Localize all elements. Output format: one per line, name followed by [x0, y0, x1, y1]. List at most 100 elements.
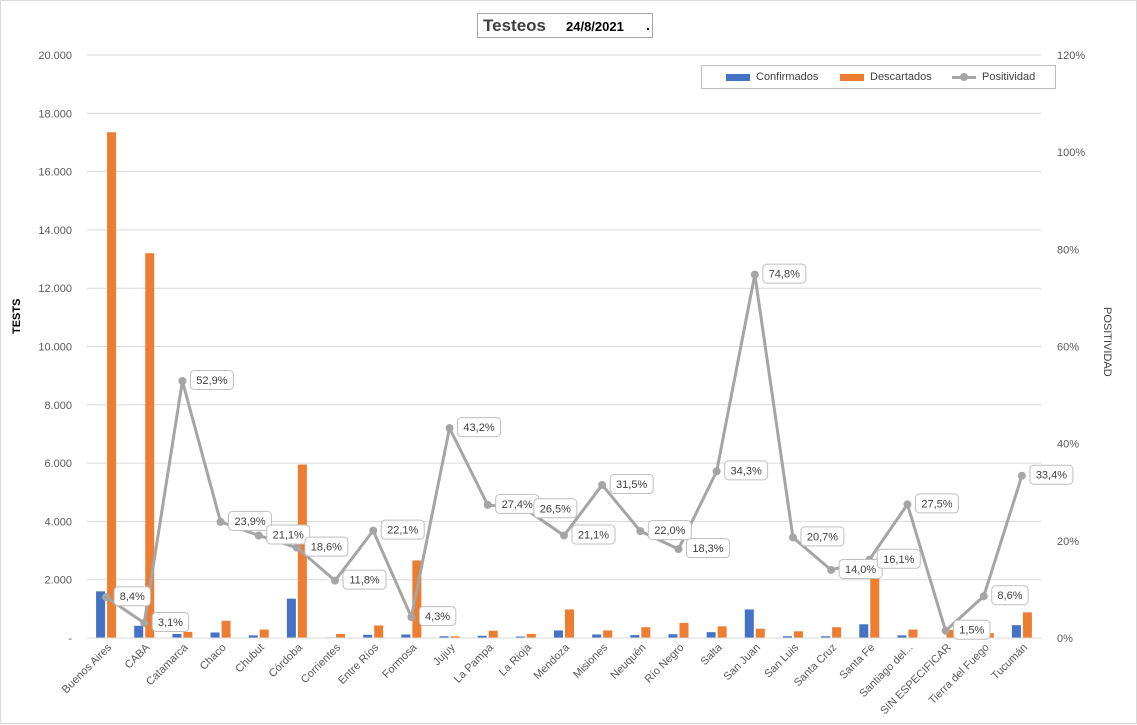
x-tick-label: Catamarca	[144, 641, 191, 688]
bar-confirmados	[1012, 625, 1021, 638]
data-label: 31,5%	[616, 479, 647, 491]
y2-tick-label: 100%	[1057, 147, 1085, 159]
point-positividad	[407, 613, 415, 621]
y-tick-label: 18.000	[38, 108, 72, 120]
data-label: 34,3%	[731, 465, 762, 477]
point-positividad	[446, 424, 454, 432]
data-label: 22,1%	[387, 525, 418, 537]
y-tick-label: 8.000	[44, 400, 72, 412]
data-label: 21,1%	[578, 529, 609, 541]
point-positividad	[636, 527, 644, 535]
data-label: 22,0%	[654, 525, 685, 537]
bar-descartados	[260, 630, 269, 638]
data-label: 52,9%	[196, 375, 227, 387]
point-positividad	[598, 481, 606, 489]
point-positividad	[827, 566, 835, 574]
point-positividad	[293, 544, 301, 552]
bar-descartados	[756, 629, 765, 638]
x-tick-label: Chubut	[233, 642, 267, 676]
data-label: 27,5%	[921, 498, 952, 510]
bar-descartados	[1023, 612, 1032, 638]
data-label: 4,3%	[425, 611, 450, 623]
y-tick-label: 4.000	[44, 516, 72, 528]
point-positividad	[217, 518, 225, 526]
x-tick-label: Mendoza	[532, 641, 573, 682]
data-label: 18,3%	[692, 543, 723, 555]
bar-confirmados	[707, 632, 716, 638]
bar-descartados	[718, 626, 727, 638]
point-positividad	[178, 377, 186, 385]
point-positividad	[331, 577, 339, 585]
data-label: 20,7%	[807, 531, 838, 543]
point-positividad	[674, 545, 682, 553]
data-label: 1,5%	[959, 625, 984, 637]
bar-descartados	[336, 634, 345, 638]
y2-tick-label: 60%	[1057, 342, 1079, 354]
bar-confirmados	[592, 635, 601, 638]
point-positividad	[560, 531, 568, 539]
x-tick-label: CABA	[123, 641, 153, 671]
point-positividad	[369, 527, 377, 535]
y-tick-label: 12.000	[38, 283, 72, 295]
y-tick-label: 10.000	[38, 342, 72, 354]
bar-descartados	[794, 631, 803, 638]
x-tick-label: Entre Ríos	[336, 641, 382, 687]
data-label: 33,4%	[1036, 470, 1067, 482]
y2-tick-label: 80%	[1057, 244, 1079, 256]
bar-descartados	[107, 132, 116, 638]
x-tick-label: Misiones	[571, 641, 611, 681]
bar-confirmados	[745, 609, 754, 638]
data-label: 18,6%	[311, 542, 342, 554]
bar-descartados	[641, 627, 650, 638]
point-positividad	[942, 627, 950, 635]
data-label: 14,0%	[845, 564, 876, 576]
bar-descartados	[679, 623, 688, 638]
x-tick-label: Chaco	[198, 642, 229, 673]
x-tick-label: La Rioja	[497, 641, 535, 679]
x-tick-label: Formosa	[380, 641, 420, 681]
bar-confirmados	[859, 624, 868, 638]
data-label: 27,4%	[502, 499, 533, 511]
x-tick-label: Buenos Aires	[60, 641, 115, 696]
bar-confirmados	[401, 635, 410, 638]
x-tick-label: Santa Fe	[837, 642, 877, 682]
x-tick-label: Salta	[699, 641, 726, 668]
bar-descartados	[603, 630, 612, 638]
bar-descartados	[183, 632, 192, 638]
data-label: 21,1%	[273, 529, 304, 541]
point-positividad	[255, 531, 263, 539]
bar-confirmados	[211, 632, 220, 638]
data-label: 16,1%	[883, 554, 914, 566]
bar-confirmados	[134, 626, 143, 638]
x-tick-label: Jujuy	[431, 641, 458, 668]
data-label: 74,8%	[769, 269, 800, 281]
bar-confirmados	[172, 634, 181, 638]
x-tick-label: San Juan	[722, 642, 763, 683]
point-positividad	[713, 467, 721, 475]
point-positividad	[789, 533, 797, 541]
y-tick-label: 2.000	[44, 575, 72, 587]
bar-descartados	[527, 634, 536, 638]
bar-confirmados	[668, 634, 677, 638]
bar-descartados	[908, 630, 917, 638]
bar-confirmados	[554, 630, 563, 638]
y-tick-label: 6.000	[44, 458, 72, 470]
bar-descartados	[832, 627, 841, 638]
bar-descartados	[489, 631, 498, 638]
y-tick-label: 16.000	[38, 167, 72, 179]
y2-tick-label: 0%	[1057, 633, 1073, 645]
point-positividad	[1018, 472, 1026, 480]
x-tick-label: San Luis	[762, 641, 801, 680]
line-positividad	[106, 275, 1022, 631]
y-tick-label: 20.000	[38, 50, 72, 62]
x-tick-label: Córdoba	[267, 641, 306, 680]
x-tick-label: Neuquén	[608, 642, 648, 682]
data-label: 3,1%	[158, 617, 183, 629]
y-tick-label: -	[68, 633, 72, 645]
point-positividad	[903, 500, 911, 508]
point-positividad	[751, 271, 759, 279]
point-positividad	[484, 501, 492, 509]
x-tick-label: Río Negro	[643, 642, 687, 686]
